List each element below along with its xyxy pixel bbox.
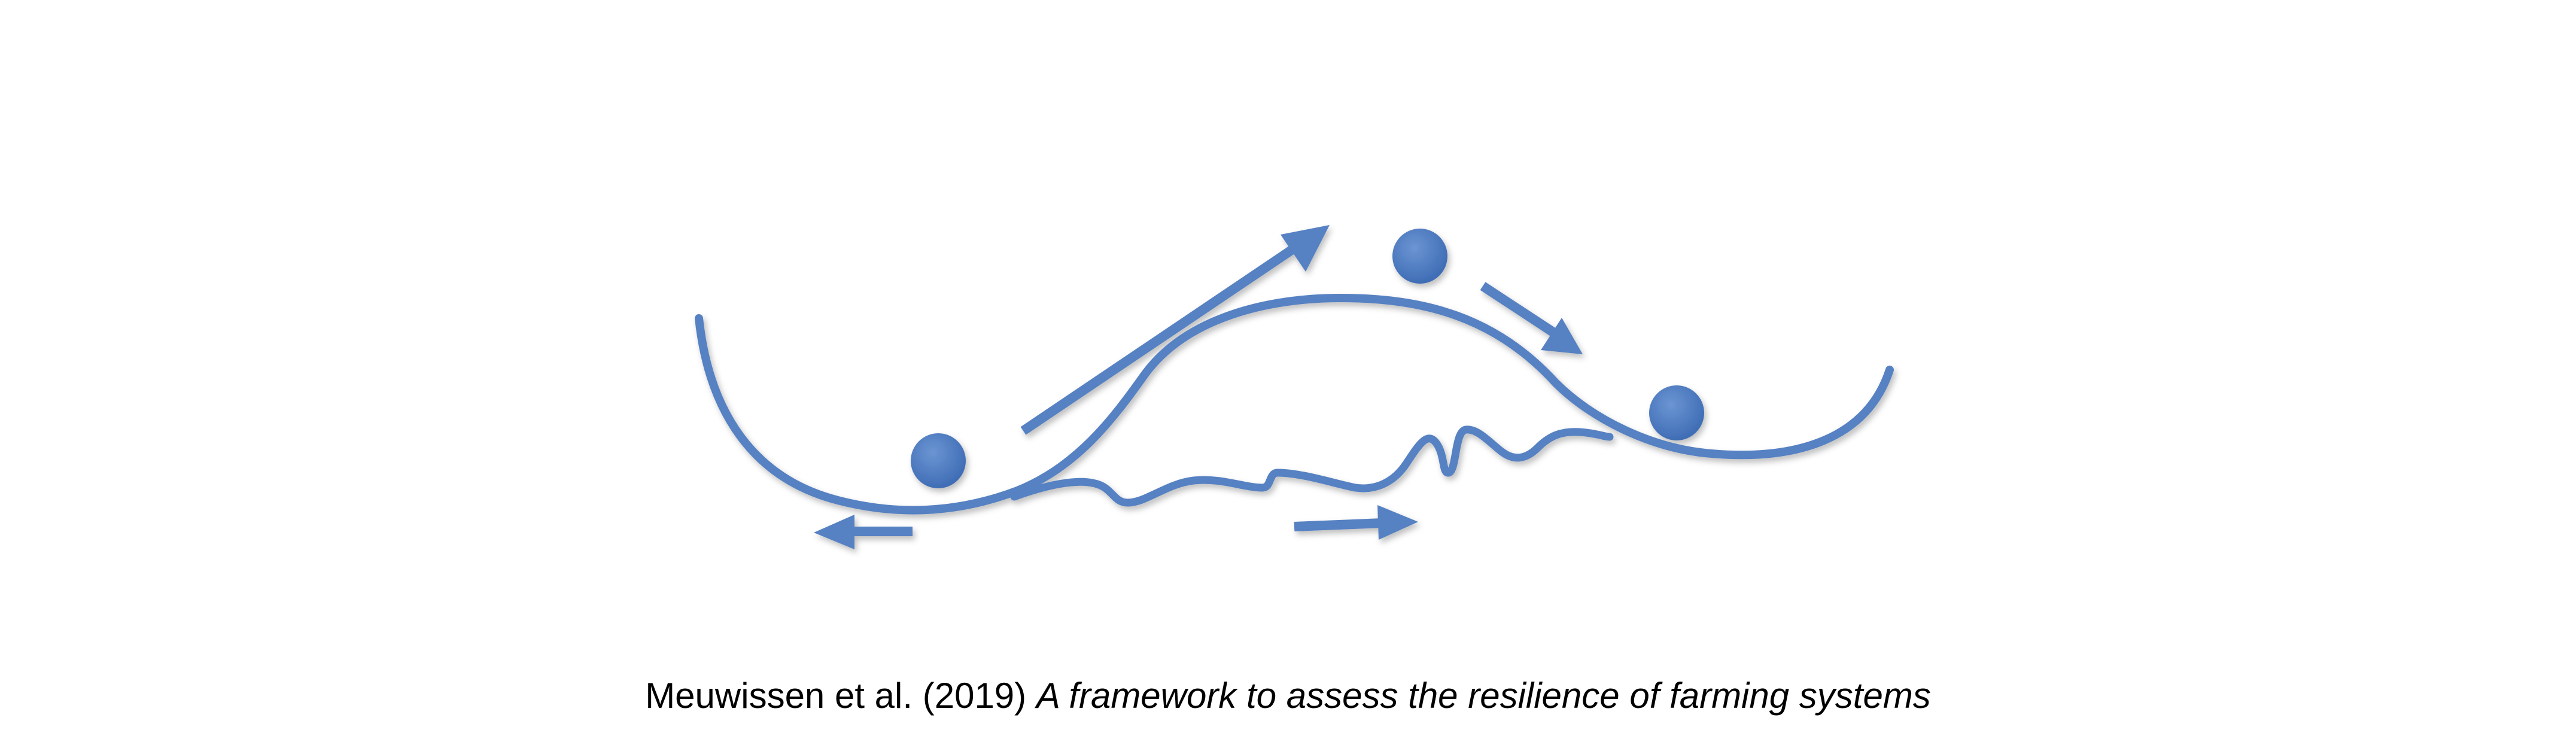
ball-hilltop (1392, 229, 1447, 284)
ball-right-valley (1649, 385, 1704, 440)
citation-caption: Meuwissen et al. (2019) A framework to a… (0, 675, 2576, 716)
arrow-right (1294, 505, 1418, 540)
arrow-down-right (1480, 282, 1583, 354)
left-valley-curve (695, 294, 1894, 515)
citation-title: A framework to assess the resilience of … (1036, 676, 1931, 716)
arrow-left (814, 515, 913, 549)
citation-reference: Meuwissen et al. (2019) (645, 676, 1027, 716)
ball-left-valley (911, 433, 966, 488)
arrow-up-right (1020, 225, 1330, 435)
wavy-ground-line (1010, 425, 1614, 507)
